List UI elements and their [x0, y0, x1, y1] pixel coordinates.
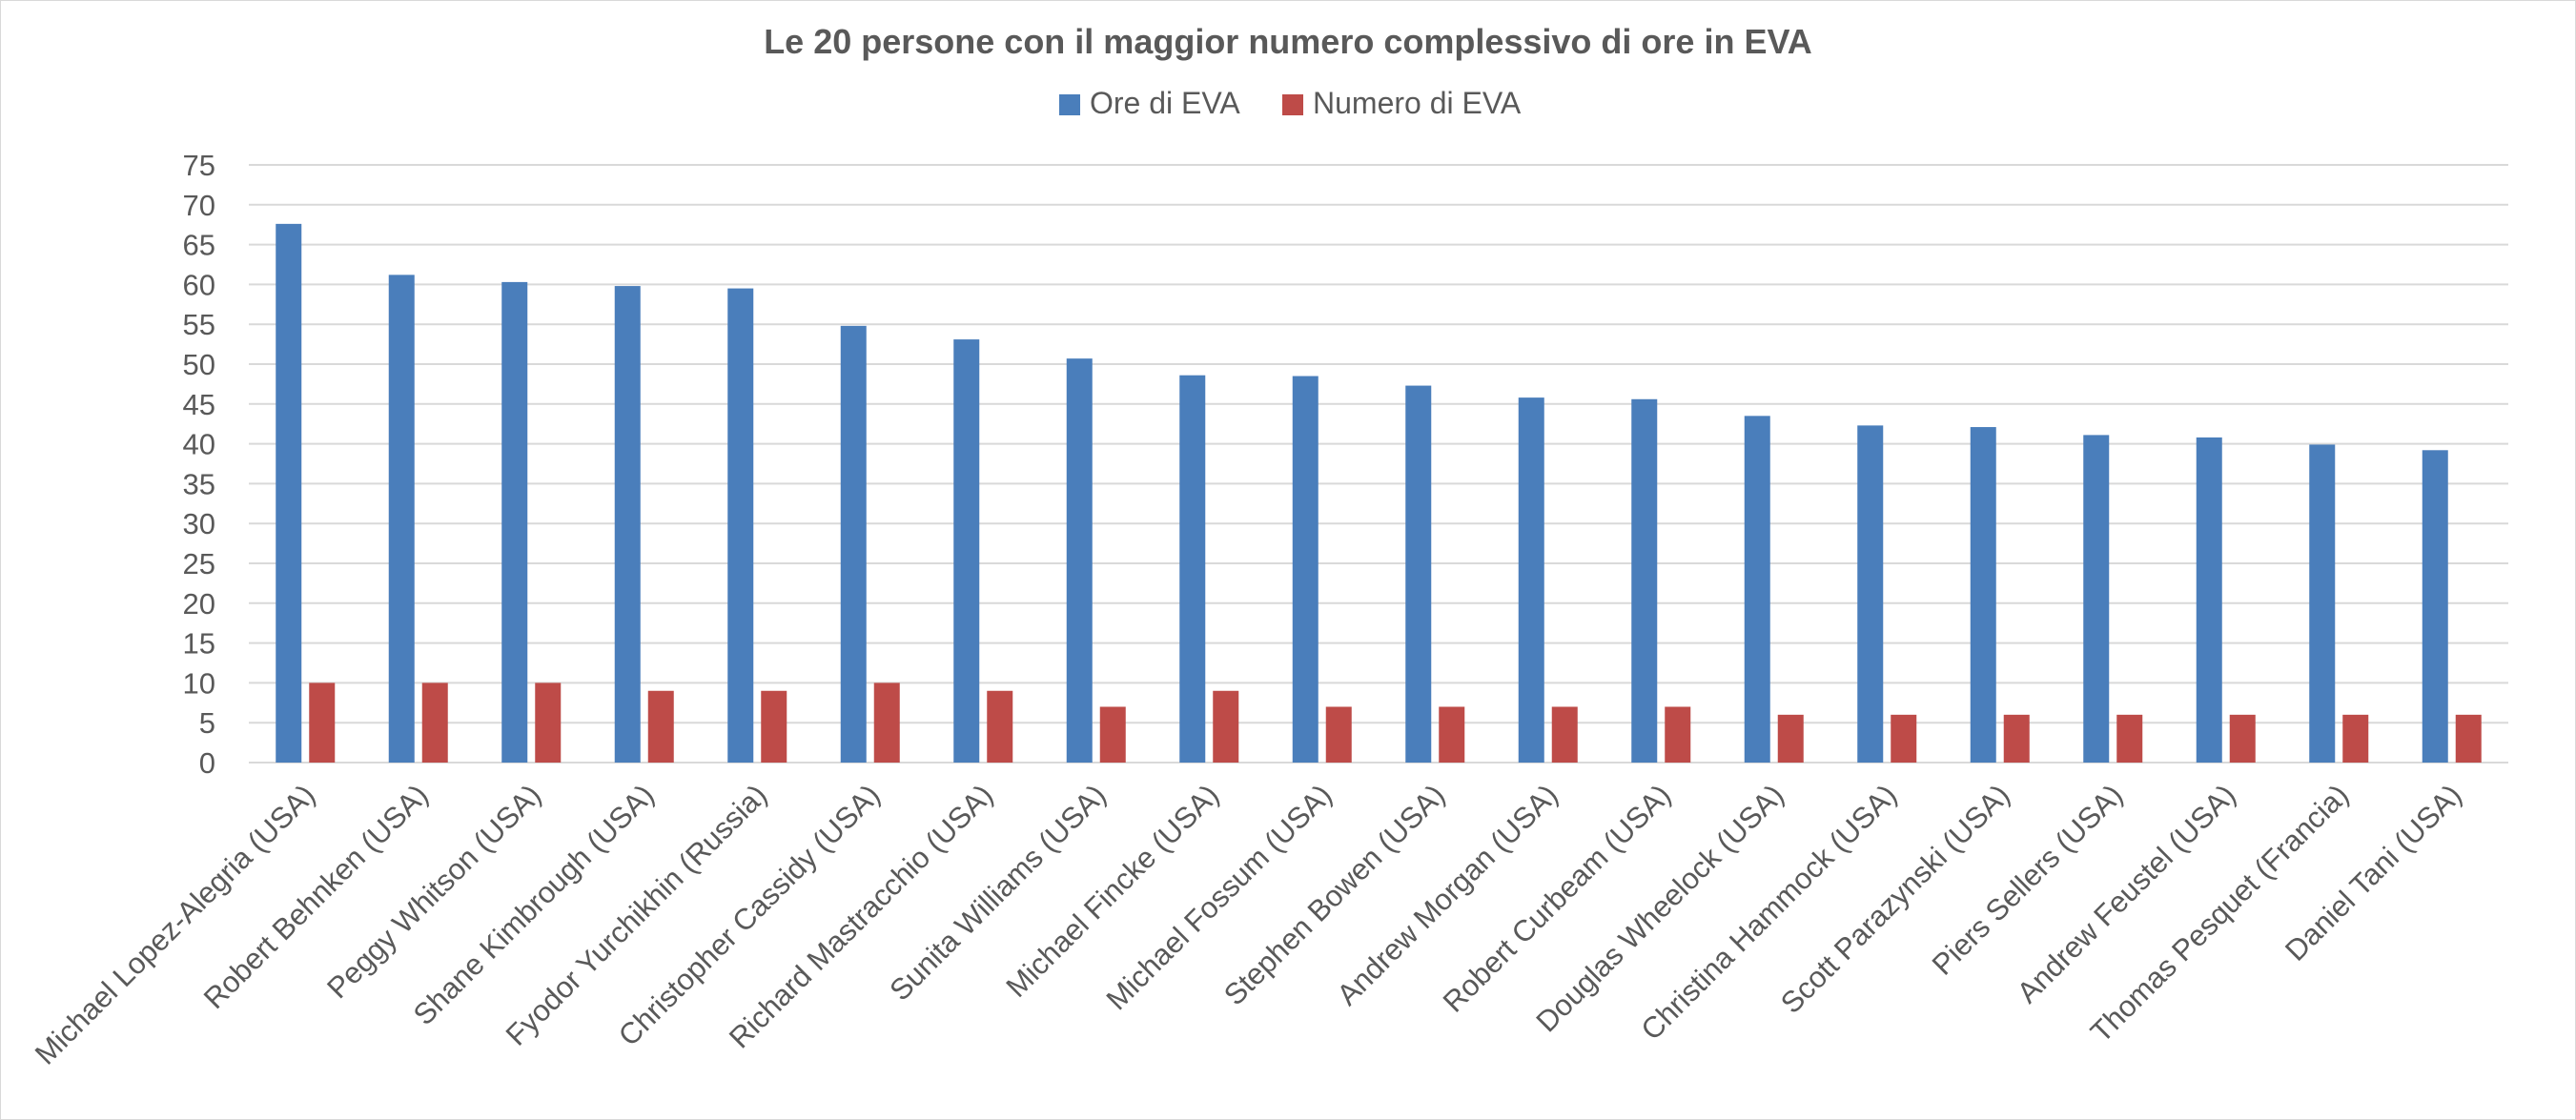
bar-numero-di-eva-20	[2455, 714, 2482, 763]
bar-ore-di-eva-8	[1066, 358, 1093, 763]
x-category-label: Andrew Feustel (USA)	[2011, 778, 2242, 1009]
x-category-label: Michael Fossum (USA)	[1100, 778, 1339, 1016]
bar-ore-di-eva-16	[1970, 427, 1996, 763]
x-category-label: Scott Parazynski (USA)	[1774, 778, 2016, 1020]
bar-numero-di-eva-7	[987, 690, 1013, 763]
bar-ore-di-eva-6	[840, 325, 867, 763]
chart-title: Le 20 persone con il maggior numero comp…	[764, 22, 1812, 61]
y-tick-label: 10	[183, 666, 215, 700]
y-tick-label: 65	[183, 229, 215, 262]
bar-ore-di-eva-5	[727, 288, 754, 763]
bar-numero-di-eva-9	[1213, 690, 1239, 763]
bar-numero-di-eva-17	[2116, 714, 2143, 763]
y-tick-label: 45	[183, 388, 215, 421]
x-category-label: Robert Behnken (USA)	[197, 778, 435, 1015]
legend-swatch-2	[1282, 94, 1303, 115]
bar-ore-di-eva-14	[1744, 416, 1770, 763]
bar-ore-di-eva-19	[2309, 444, 2336, 763]
bar-numero-di-eva-11	[1439, 706, 1465, 763]
bar-ore-di-eva-18	[2196, 437, 2222, 763]
y-tick-label: 5	[199, 706, 215, 740]
y-tick-label: 20	[183, 587, 215, 621]
bar-ore-di-eva-4	[614, 286, 641, 763]
bar-ore-di-eva-10	[1292, 376, 1319, 763]
legend-swatch-1	[1059, 94, 1080, 115]
bar-numero-di-eva-18	[2229, 714, 2256, 763]
bar-numero-di-eva-1	[309, 682, 336, 763]
bar-ore-di-eva-15	[1857, 425, 1884, 763]
bar-numero-di-eva-5	[761, 690, 787, 763]
y-tick-label: 70	[183, 189, 215, 222]
bar-numero-di-eva-16	[2003, 714, 2030, 763]
bar-numero-di-eva-6	[873, 682, 900, 763]
bar-numero-di-eva-14	[1777, 714, 1804, 763]
x-axis-labels: Michael Lopez-Alegria (USA)Robert Behnke…	[29, 778, 2468, 1070]
bar-numero-di-eva-10	[1325, 706, 1352, 763]
y-tick-label: 75	[183, 149, 215, 182]
y-tick-label: 50	[183, 348, 215, 381]
bar-ore-di-eva-17	[2083, 435, 2110, 763]
x-category-label: Andrew Morgan (USA)	[1330, 778, 1564, 1011]
bar-ore-di-eva-12	[1518, 397, 1544, 763]
bar-ore-di-eva-11	[1405, 385, 1432, 763]
bar-numero-di-eva-8	[1099, 706, 1126, 763]
bar-ore-di-eva-20	[2422, 450, 2448, 763]
x-category-label: Piers Sellers (USA)	[1926, 778, 2130, 982]
bar-numero-di-eva-19	[2342, 714, 2369, 763]
x-category-label: Stephen Bowen (USA)	[1217, 778, 1451, 1011]
legend: Ore di EVA Numero di EVA	[1059, 86, 1522, 120]
bar-ore-di-eva-13	[1631, 398, 1658, 763]
y-tick-label: 25	[183, 547, 215, 580]
y-axis-ticks: 0 5 10 15 20 25 30 35 40 45 50 55 60 65 70 75	[183, 149, 215, 780]
legend-label-1: Ore di EVA	[1090, 86, 1240, 120]
y-tick-label: 55	[183, 308, 215, 341]
bar-numero-di-eva-13	[1665, 706, 1691, 763]
bar-ore-di-eva-2	[388, 275, 415, 763]
bar-ore-di-eva-7	[953, 339, 980, 763]
y-tick-label: 35	[183, 467, 215, 500]
bar-numero-di-eva-4	[647, 690, 674, 763]
y-tick-label: 0	[199, 746, 215, 780]
bars	[276, 223, 2482, 763]
x-category-label: Sunita Williams (USA)	[883, 778, 1112, 1007]
x-category-label: Michael Fincke (USA)	[999, 778, 1225, 1004]
bar-numero-di-eva-2	[421, 682, 448, 763]
x-category-label: Peggy Whitson (USA)	[320, 778, 547, 1005]
bar-ore-di-eva-3	[501, 281, 528, 763]
y-tick-label: 40	[183, 428, 215, 461]
bar-ore-di-eva-1	[276, 223, 302, 763]
bar-numero-di-eva-12	[1551, 706, 1578, 763]
x-category-label: Robert Curbeam (USA)	[1437, 778, 1678, 1019]
y-tick-label: 60	[183, 268, 215, 301]
legend-label-2: Numero di EVA	[1313, 86, 1522, 120]
y-tick-label: 15	[183, 627, 215, 661]
bar-numero-di-eva-3	[535, 682, 562, 763]
bar-ore-di-eva-9	[1179, 375, 1206, 763]
gridlines	[249, 164, 2508, 764]
y-tick-label: 30	[183, 507, 215, 540]
bar-numero-di-eva-15	[1891, 714, 1917, 763]
